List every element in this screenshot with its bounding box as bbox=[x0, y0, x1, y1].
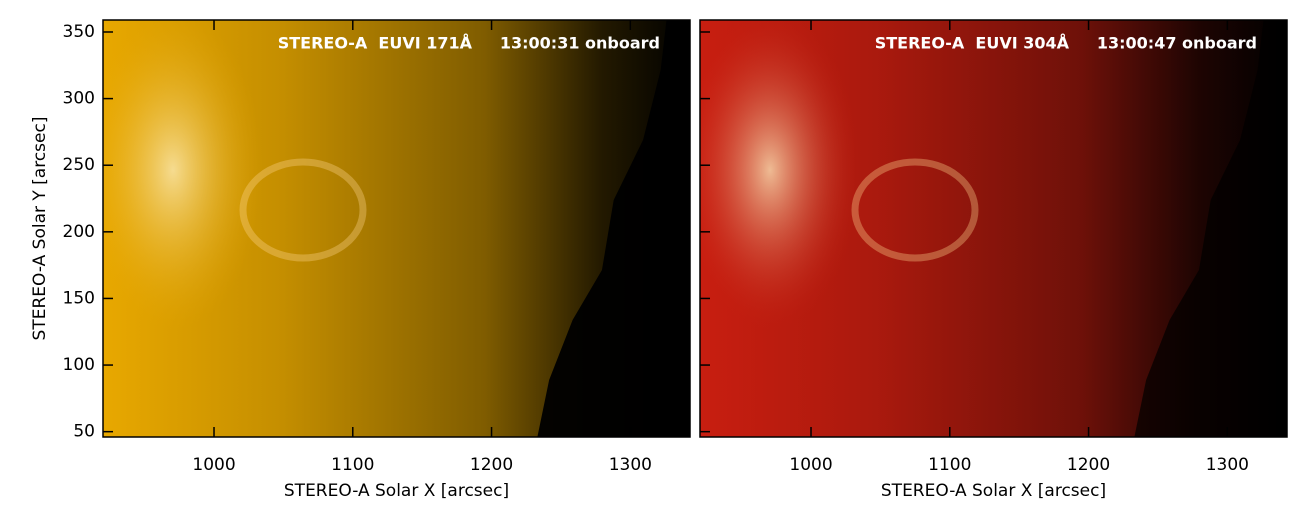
y-tick-label: 300 bbox=[63, 89, 95, 109]
x-axis-label: STEREO-A Solar X [arcsec] bbox=[881, 481, 1106, 501]
dark-region bbox=[1134, 20, 1287, 437]
loop bbox=[851, 158, 979, 262]
x-tick-label: 1000 bbox=[192, 455, 235, 475]
y-tick-label: 100 bbox=[63, 355, 95, 375]
x-tick-label: 1100 bbox=[928, 455, 971, 475]
annotation: STEREO-A EUVI 304Å 13:00:47 onboard bbox=[875, 34, 1257, 53]
x-tick-label: 1300 bbox=[609, 455, 652, 475]
bright-region bbox=[103, 20, 263, 330]
x-tick-label: 1200 bbox=[470, 455, 513, 475]
image bbox=[700, 20, 1287, 437]
dark-region bbox=[537, 20, 690, 437]
x-tick-label: 1200 bbox=[1067, 455, 1110, 475]
y-tick-label: 350 bbox=[63, 22, 95, 42]
x-tick-label: 1300 bbox=[1206, 455, 1249, 475]
loop bbox=[239, 158, 367, 262]
frame bbox=[102, 19, 691, 438]
y-tick-label: 150 bbox=[63, 288, 95, 308]
y-tick-label: 250 bbox=[63, 155, 95, 175]
annotation: STEREO-A EUVI 171Å 13:00:31 onboard bbox=[278, 34, 660, 53]
y-axis-label: STEREO-A Solar Y [arcsec] bbox=[30, 117, 50, 341]
x-tick-label: 1100 bbox=[331, 455, 374, 475]
x-axis-label: STEREO-A Solar X [arcsec] bbox=[284, 481, 509, 501]
image bbox=[103, 20, 690, 437]
x-tick-label: 1000 bbox=[789, 455, 832, 475]
frame bbox=[699, 19, 1288, 438]
bright-region bbox=[700, 20, 860, 330]
y-tick-label: 50 bbox=[73, 422, 95, 442]
y-tick-label: 200 bbox=[63, 222, 95, 242]
